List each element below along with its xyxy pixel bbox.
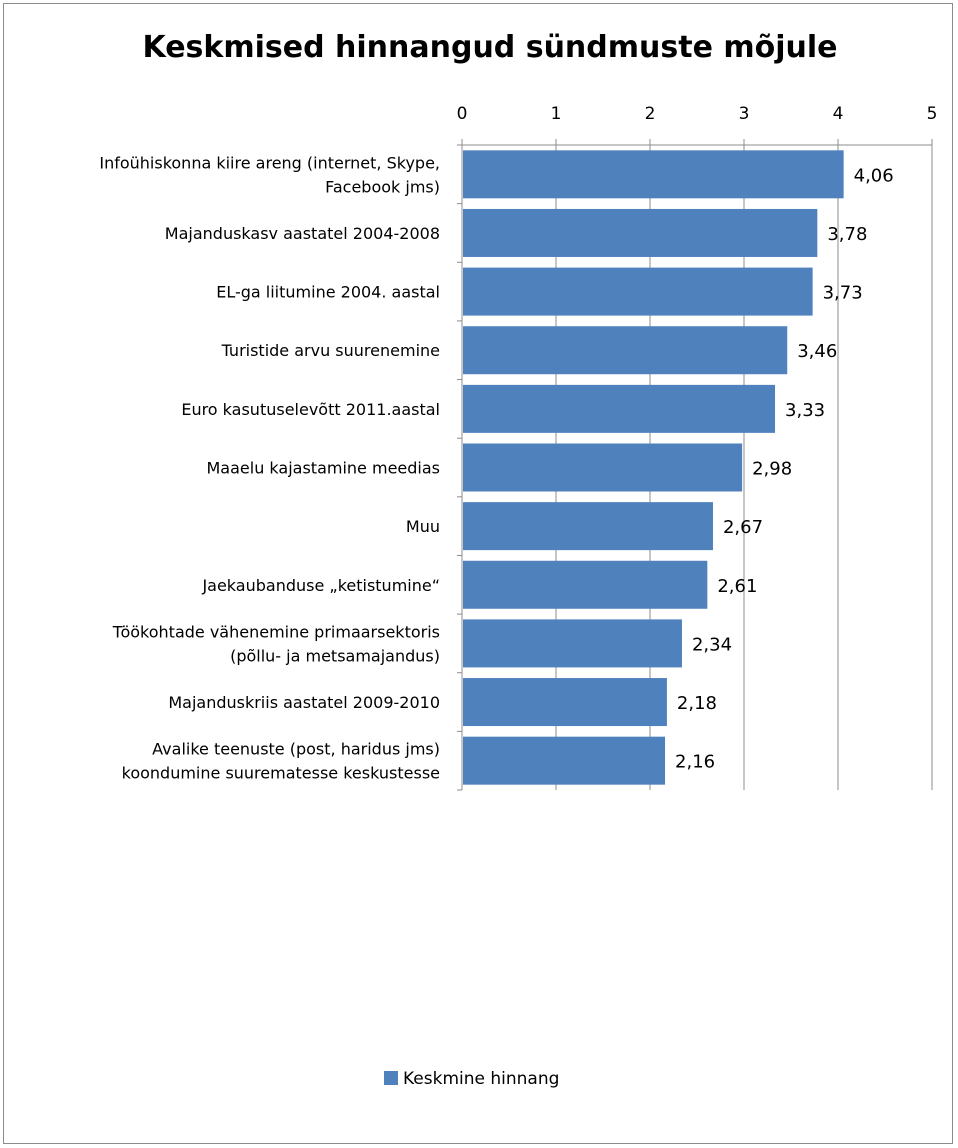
bar (463, 678, 667, 727)
legend-label: Keskmine hinnang (403, 1069, 559, 1089)
chart-title: Keskmised hinnangud sündmuste mõjule (142, 30, 838, 65)
x-tick-label: 3 (739, 104, 750, 124)
category-label: Infoühiskonna kiire areng (internet, Sky… (99, 153, 440, 172)
category-label: Maaelu kajastamine meedias (207, 459, 441, 478)
bar (463, 208, 818, 257)
data-label: 2,61 (717, 576, 757, 597)
bar (463, 619, 682, 668)
category-label: Majanduskasv aastatel 2004-2008 (165, 224, 440, 243)
category-label: koondumine suurematesse keskustesse (122, 764, 440, 783)
category-label: EL-ga liitumine 2004. aastal (216, 283, 440, 302)
data-label: 3,33 (785, 400, 825, 421)
bar (463, 560, 708, 609)
data-label: 2,98 (752, 459, 792, 480)
x-tick-label: 0 (457, 104, 468, 124)
data-label: 2,16 (675, 752, 715, 773)
category-label: Euro kasutuselevõtt 2011.aastal (181, 400, 440, 419)
bar (463, 736, 666, 785)
data-label: 2,34 (692, 634, 732, 655)
bar (463, 326, 788, 375)
bar (463, 443, 743, 492)
bar (463, 502, 713, 551)
category-label: Töökohtade vähenemine primaarsektoris (112, 622, 440, 641)
bar (463, 267, 813, 316)
x-tick-label: 2 (645, 104, 656, 124)
legend-swatch (384, 1071, 398, 1085)
category-label: Turistide arvu suurenemine (221, 341, 440, 360)
data-label: 2,67 (723, 517, 763, 538)
x-tick-label: 4 (833, 104, 844, 124)
data-label: 3,78 (827, 224, 867, 245)
data-label: 3,73 (823, 283, 863, 304)
category-label: (põllu- ja metsamajandus) (230, 646, 440, 665)
category-label: Facebook jms) (325, 177, 440, 196)
x-tick-label: 1 (551, 104, 562, 124)
data-label: 2,18 (677, 693, 717, 714)
category-label: Majanduskriis aastatel 2009-2010 (168, 693, 440, 712)
bar (463, 150, 844, 199)
category-label: Jaekaubanduse „ketistumine“ (201, 576, 440, 595)
category-label: Muu (406, 517, 440, 536)
bar (463, 384, 776, 433)
data-label: 4,06 (854, 165, 894, 186)
data-label: 3,46 (797, 341, 837, 362)
x-tick-label: 5 (927, 104, 938, 124)
category-label: Avalike teenuste (post, haridus jms) (152, 740, 440, 759)
